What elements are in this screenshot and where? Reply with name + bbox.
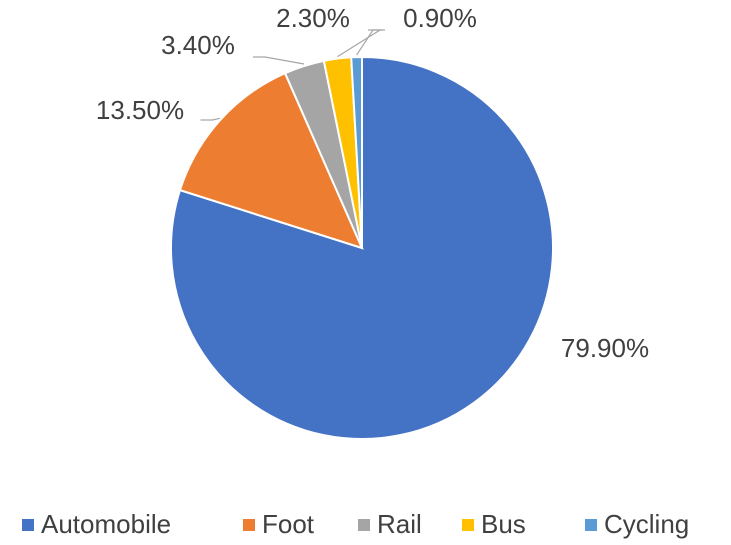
legend-label: Foot (262, 509, 315, 539)
data-label: 79.90% (561, 333, 649, 363)
legend-swatch (462, 519, 474, 531)
legend-label: Rail (377, 509, 422, 539)
legend-swatch (243, 519, 255, 531)
pie-slice (170, 55, 554, 440)
leader-line (200, 117, 221, 121)
legend-swatch (358, 519, 370, 531)
data-label: 13.50% (96, 95, 184, 125)
legend-label: Automobile (41, 509, 171, 539)
legend-label: Bus (481, 509, 526, 539)
pie-slice (178, 71, 364, 250)
legend-swatch (22, 519, 34, 531)
legend-label: Cycling (604, 509, 689, 539)
legend-swatch (585, 519, 597, 531)
data-label: 0.90% (403, 3, 477, 33)
leader-line (253, 56, 305, 65)
data-label: 2.30% (276, 3, 350, 33)
leader-line (356, 29, 385, 56)
data-label: 3.40% (161, 30, 235, 60)
pie-slice (350, 55, 363, 249)
